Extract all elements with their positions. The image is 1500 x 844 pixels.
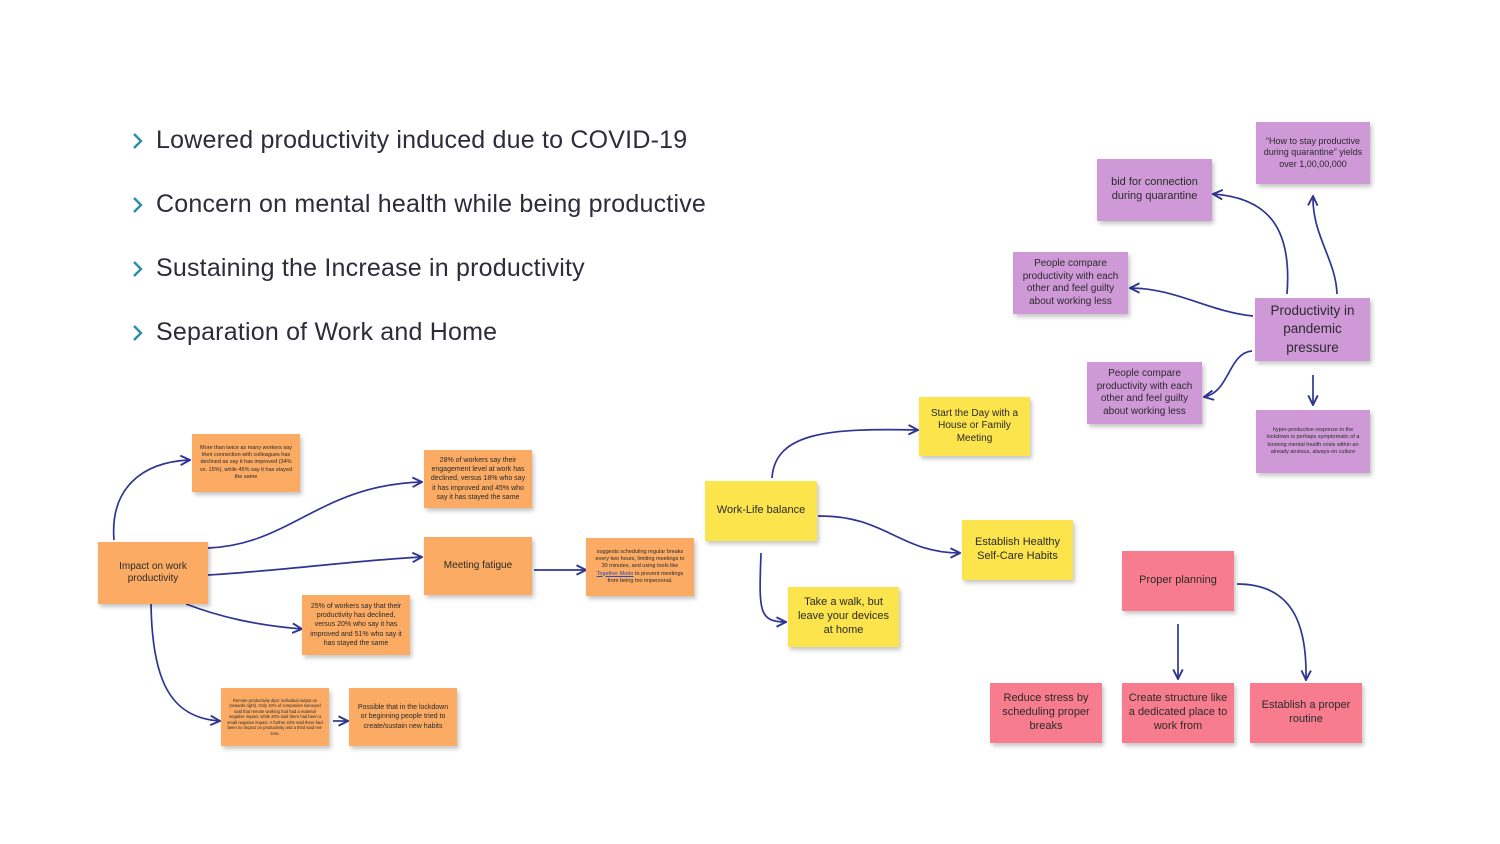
together-mode-link[interactable]: Together Mode — [596, 570, 634, 577]
note-work-life-balance: Work-Life balance — [705, 481, 817, 541]
arrow-worklife-to-self-care — [817, 515, 960, 553]
note-scheduling-breaks-text: suggests scheduling regular breaks every… — [595, 549, 685, 584]
note-start-day-meeting: Start the Day with a House or Family Mee… — [919, 397, 1030, 456]
note-productivity-declined: 25% of workers say that their productivi… — [302, 595, 410, 655]
arrow-impact-to-engagement — [207, 482, 422, 549]
note-possible-new-habits: Possible that in the lockdown or beginni… — [349, 688, 457, 746]
arrow-impact-to-connection — [112, 460, 190, 541]
bullet-text: Concern on mental health while being pro… — [156, 190, 707, 218]
bullet-text: Sustaining the Increase in productivity — [156, 254, 585, 282]
note-establish-routine: Establish a proper routine — [1250, 683, 1362, 743]
chevron-right-icon — [133, 132, 143, 149]
arrow-worklife-to-start-day — [771, 430, 918, 479]
note-meeting-fatigue: Meeting fatigue — [424, 537, 532, 595]
chevron-right-icon — [133, 260, 143, 277]
note-compare-productivity-1: People compare productivity with each ot… — [1013, 252, 1128, 314]
note-compare-productivity-2: People compare productivity with each ot… — [1087, 362, 1202, 424]
arrow-pandemic-to-stay-productive — [1313, 196, 1338, 295]
arrow-impact-to-meeting-fatigue — [207, 557, 422, 576]
bullet-item: Lowered productivity induced due to COVI… — [128, 126, 687, 155]
note-bid-for-connection: bid for connection during quarantine — [1097, 159, 1212, 221]
arrow-planning-to-routine — [1236, 583, 1306, 680]
note-self-care-habits: Establish Healthy Self-Care Habits — [962, 520, 1073, 580]
note-productivity-pandemic-pressure: Productivity in pandemic pressure — [1255, 298, 1370, 361]
arrow-pandemic-to-compare-2 — [1204, 350, 1253, 397]
chevron-right-icon — [133, 324, 143, 341]
note-hyper-productive: hyper-productive response to the lockdow… — [1256, 410, 1370, 473]
arrow-impact-to-remote — [150, 602, 220, 721]
bullet-text: Lowered productivity induced due to COVI… — [156, 126, 688, 154]
arrow-impact-to-productivity — [185, 603, 302, 629]
arrow-worklife-to-walk — [759, 552, 786, 622]
note-how-to-stay-productive: “How to stay productive during quarantin… — [1256, 122, 1370, 184]
note-reduce-stress: Reduce stress by scheduling proper break… — [990, 683, 1102, 743]
note-engagement-decline: 28% of workers say their engagement leve… — [424, 450, 532, 508]
note-remote-productivity: Remote productivity dips: individual out… — [221, 688, 329, 746]
bullet-item: Separation of Work and Home — [128, 318, 497, 347]
note-take-a-walk: Take a walk, but leave your devices at h… — [788, 587, 899, 647]
note-impact-on-work-productivity: Impact on work productivity — [98, 542, 208, 604]
bullet-item: Sustaining the Increase in productivity — [128, 254, 585, 283]
note-create-structure: Create structure like a dedicated place … — [1122, 683, 1234, 743]
arrow-pandemic-to-bid — [1213, 194, 1289, 295]
arrow-pandemic-to-compare-1 — [1130, 288, 1254, 317]
chevron-right-icon — [133, 196, 143, 213]
bullet-item: Concern on mental health while being pro… — [128, 190, 706, 219]
note-proper-planning: Proper planning — [1122, 551, 1234, 611]
bullet-text: Separation of Work and Home — [156, 318, 498, 346]
note-connection-decline: More than twice as many workers say thei… — [192, 434, 300, 492]
note-scheduling-breaks: suggests scheduling regular breaks every… — [586, 538, 694, 596]
